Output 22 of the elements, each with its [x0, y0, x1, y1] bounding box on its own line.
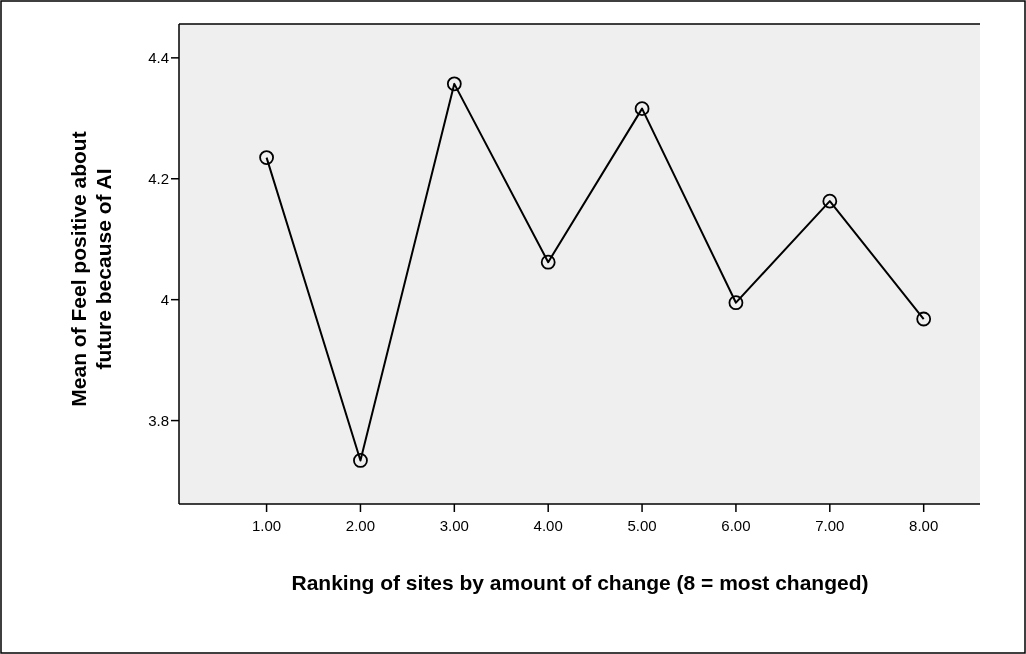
point	[540, 254, 556, 270]
y-axis-title: Mean of Feel positive about future because of AI	[67, 131, 115, 407]
y-tick-label: 4.2	[148, 170, 169, 188]
y-tick-label: 4.4	[148, 49, 169, 67]
y-tick-label: 3.8	[148, 411, 169, 429]
point	[728, 295, 744, 311]
x-tick-label: 2.00	[345, 517, 376, 534]
point	[822, 193, 838, 209]
x-tick-label: 3.00	[439, 517, 469, 534]
x-tick-label: 4.00	[533, 517, 563, 534]
x-tick-label: 6.00	[721, 517, 751, 534]
point	[916, 311, 932, 327]
y-tick-label: 4	[160, 290, 169, 308]
x-tick-label: 1.00	[251, 517, 282, 534]
x-axis-title: Ranking of sites by amount of change (8 = most changed)	[291, 571, 869, 594]
point	[446, 76, 462, 92]
x-tick-label: 7.00	[815, 517, 845, 534]
point	[634, 101, 650, 117]
point	[353, 453, 368, 468]
x-tick-label: 8.00	[909, 517, 939, 534]
x-tick-label: 5.00	[627, 517, 657, 534]
point	[259, 150, 274, 165]
